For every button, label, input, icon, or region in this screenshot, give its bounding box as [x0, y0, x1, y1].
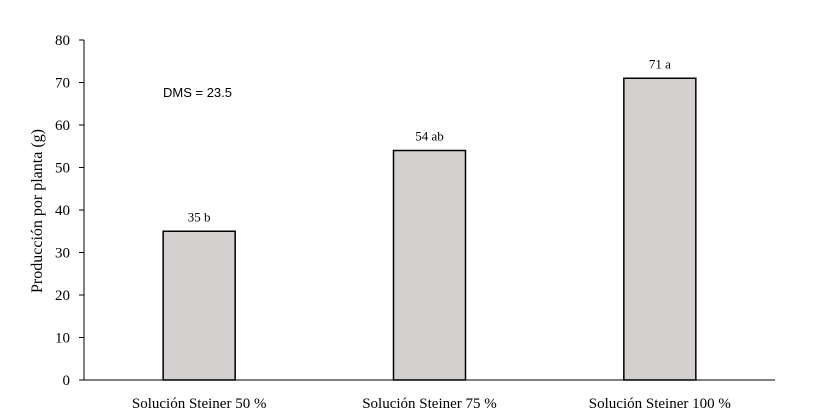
y-tick-label: 20 — [55, 288, 70, 304]
bar-data-label: 54 ab — [415, 129, 444, 144]
y-tick-label: 50 — [55, 161, 70, 177]
x-axis: Solución Steiner 50 % Solución Steiner 75… — [84, 379, 775, 412]
y-tick-label: 70 — [55, 76, 70, 92]
dms-annotation: DMS = 23.5 — [163, 85, 232, 100]
bar-data-label: 35 b — [188, 209, 211, 224]
y-tick-label: 40 — [55, 203, 70, 219]
bar — [392, 149, 467, 381]
y-tick-label: 60 — [55, 118, 70, 134]
y-tick-label: 0 — [63, 373, 71, 389]
x-category-label: Solución Steiner 100 % — [589, 396, 731, 412]
y-tick-label: 80 — [55, 33, 70, 49]
x-category-label: Solución Steiner 75 % — [362, 396, 497, 412]
y-tick-label: 30 — [55, 246, 70, 262]
bars: 35 b 54 ab 71 a — [162, 56, 697, 381]
bar — [162, 230, 236, 381]
bar-data-label: 71 a — [649, 56, 671, 71]
bar — [623, 77, 697, 381]
y-tick-label: 10 — [55, 331, 70, 347]
y-axis: 0 10 20 30 40 50 60 70 80 — [55, 33, 85, 389]
y-axis-label: Producción por planta (g) — [29, 129, 46, 293]
x-category-label: Solución Steiner 50 % — [132, 396, 267, 412]
